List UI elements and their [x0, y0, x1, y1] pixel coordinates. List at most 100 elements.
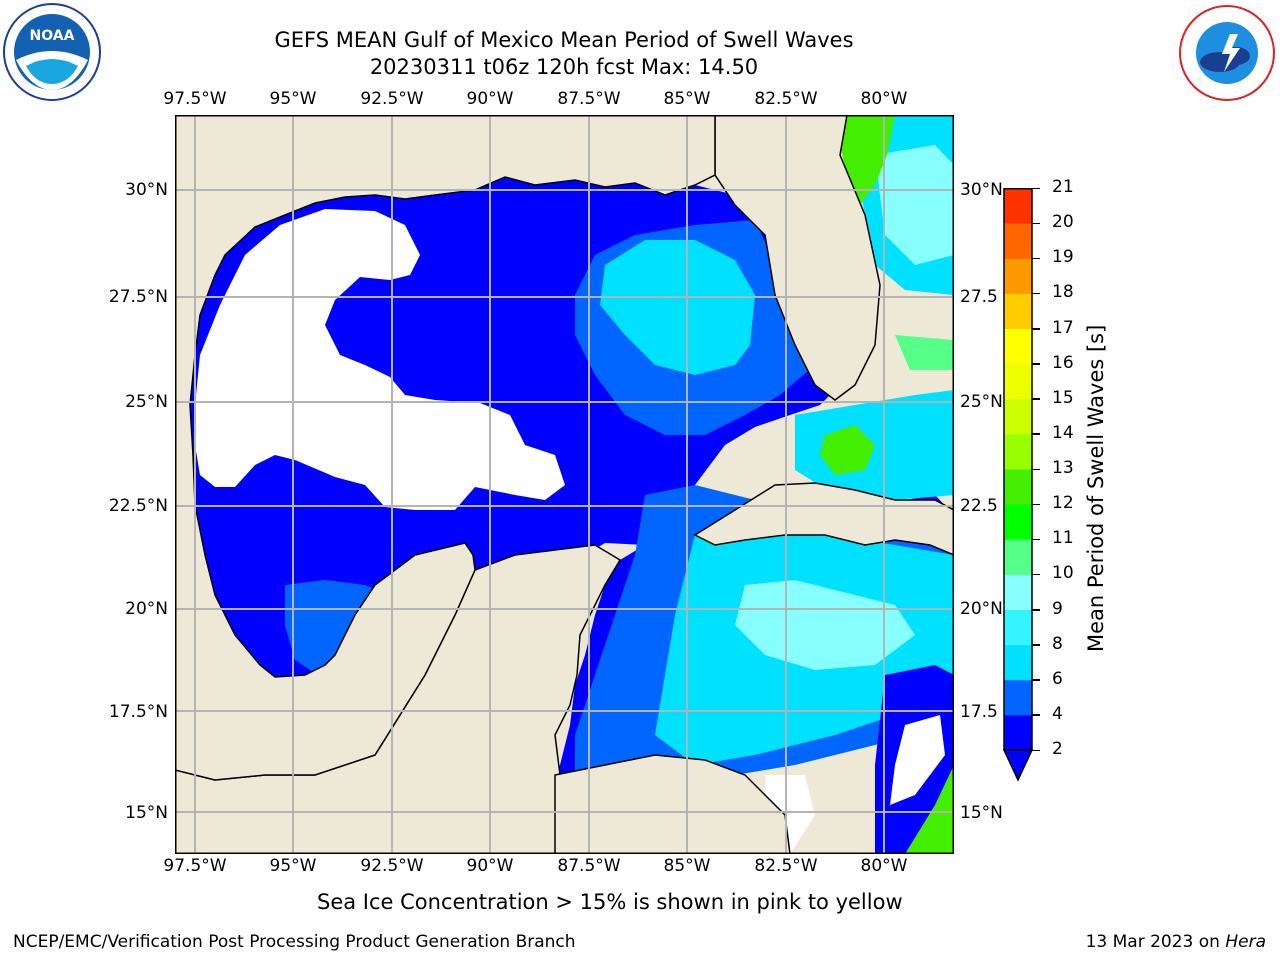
colorbar-tick-mark [1032, 222, 1040, 225]
lon-label-bottom: 87.5°W [557, 856, 621, 876]
lon-label-bottom: 85°W [663, 856, 711, 876]
colorbar-segment [1004, 679, 1032, 716]
lat-label-right: 27.5 [960, 287, 998, 307]
lat-label-right: 22.5 [960, 496, 998, 516]
lat-label-right: 30°N [960, 180, 1003, 200]
colorbar-tick-label: 4 [1052, 703, 1063, 724]
colorbar-segment [1004, 714, 1032, 751]
colorbar-tick-label: 13 [1052, 458, 1074, 478]
colorbar-segment [1004, 504, 1032, 540]
footer-host: Hera [1225, 932, 1266, 952]
lat-label-right: 15°N [960, 803, 1003, 823]
nodata-area [890, 715, 945, 805]
colorbar-tick-mark [1032, 257, 1040, 260]
colorbar-segment [1004, 574, 1032, 610]
colorbar-tick-label: 14 [1052, 422, 1074, 443]
colorbar-segment [1004, 398, 1032, 435]
swell-band-10s [895, 335, 954, 370]
noaa-logo: NOAA [2, 2, 102, 102]
colorbar-segment [1004, 469, 1032, 505]
colorbar-segment [1004, 258, 1032, 294]
swell-band-6s [600, 240, 755, 375]
lat-label-left: 25°N [125, 392, 168, 412]
colorbar-tick-mark [1032, 433, 1040, 435]
colorbar-tick-mark [1032, 714, 1040, 716]
colorbar-svg [1002, 188, 1034, 782]
lon-label-top: 85°W [663, 89, 711, 109]
swell-band-8s [735, 580, 915, 670]
lon-label-bottom: 80°W [860, 856, 908, 876]
noaa-logo-text: NOAA [30, 28, 75, 44]
map-panel [174, 114, 955, 855]
colorbar-tick-mark [1032, 468, 1040, 470]
colorbar-tick-mark [1032, 644, 1040, 646]
lon-label-top: 82.5°W [754, 89, 818, 109]
lon-label-top: 90°W [466, 89, 514, 109]
colorbar-tick-label: 10 [1052, 563, 1074, 584]
lon-label-bottom: 82.5°W [754, 856, 818, 876]
colorbar-tick-label: 16 [1052, 352, 1074, 373]
lat-label-left: 30°N [125, 180, 168, 200]
swell-band-8s [875, 145, 954, 265]
colorbar-segment [1004, 328, 1032, 365]
swell-band-10s [820, 425, 875, 475]
colorbar-tick-mark [1032, 609, 1040, 611]
lon-label-top: 87.5°W [557, 89, 621, 109]
colorbar-tick-label: 15 [1052, 387, 1074, 408]
chart-subtitle: 20230311 t06z 120h fcst Max: 14.50 [369, 55, 759, 79]
lon-label-bottom: 92.5°W [360, 856, 424, 876]
colorbar-tick-label: 2 [1052, 739, 1063, 759]
lon-label-bottom: 95°W [269, 856, 317, 876]
lon-label-top: 80°W [860, 89, 908, 109]
colorbar-tick-label: 11 [1052, 528, 1074, 549]
colorbar [1002, 188, 1036, 782]
lat-label-left: 27.5°N [108, 287, 168, 307]
footer-date-text: 13 Mar 2023 on [1085, 932, 1226, 952]
colorbar-segment [1004, 223, 1032, 259]
colorbar-tick-mark [1032, 503, 1040, 506]
colorbar-tick-mark [1032, 187, 1040, 189]
colorbar-tick-mark [1032, 398, 1040, 400]
lat-label-right: 17.5 [960, 702, 998, 722]
lat-label-left: 22.5°N [108, 496, 168, 516]
colorbar-segment [1004, 433, 1032, 470]
colorbar-tick-label: 9 [1052, 598, 1063, 619]
colorbar-segment [1004, 609, 1032, 646]
lat-label-left: 17.5°N [108, 702, 168, 722]
nws-logo [1178, 4, 1276, 102]
colorbar-tick-mark [1032, 538, 1040, 541]
colorbar-segment [1004, 644, 1032, 681]
colorbar-segment [1004, 539, 1032, 575]
colorbar-tick-mark [1032, 679, 1040, 681]
colorbar-tick-label: 8 [1052, 633, 1063, 654]
swell-band-10s [840, 115, 895, 205]
footer-credit: NCEP/EMC/Verification Post Processing Pr… [13, 932, 576, 952]
colorbar-tick-mark [1032, 328, 1040, 330]
colorbar-tick-label: 6 [1052, 668, 1063, 689]
colorbar-extend-triangle [1002, 749, 1034, 782]
colorbar-label: Mean Period of Swell Waves [s] [1084, 324, 1108, 652]
lon-label-top: 97.5°W [163, 89, 227, 109]
lat-label-left: 20°N [125, 599, 168, 619]
map-frame [175, 115, 954, 854]
grid-lines [175, 115, 954, 854]
lon-label-bottom: 97.5°W [163, 856, 227, 876]
colorbar-segment [1004, 188, 1032, 224]
lon-label-top: 92.5°W [360, 89, 424, 109]
colorbar-tick-mark [1032, 363, 1040, 365]
colorbar-tick-label: 12 [1052, 493, 1074, 514]
lat-label-left: 15°N [125, 803, 168, 823]
north-coast-land [174, 114, 716, 781]
colorbar-tick-label: 19 [1052, 247, 1074, 268]
footer-date: 13 Mar 2023 on Hera [1086, 932, 1266, 952]
ice-caption: Sea Ice Concentration > 15% is shown in … [317, 890, 903, 914]
colorbar-tick-label: 20 [1052, 212, 1074, 233]
lon-label-bottom: 90°W [466, 856, 514, 876]
lat-label-right: 25°N [960, 392, 1003, 412]
map-svg [174, 114, 955, 855]
colorbar-tick-label: 18 [1052, 282, 1074, 303]
florida-land [714, 114, 881, 401]
lon-label-top: 95°W [269, 89, 317, 109]
colorbar-segment [1004, 293, 1032, 329]
colorbar-tick-mark [1032, 573, 1040, 576]
